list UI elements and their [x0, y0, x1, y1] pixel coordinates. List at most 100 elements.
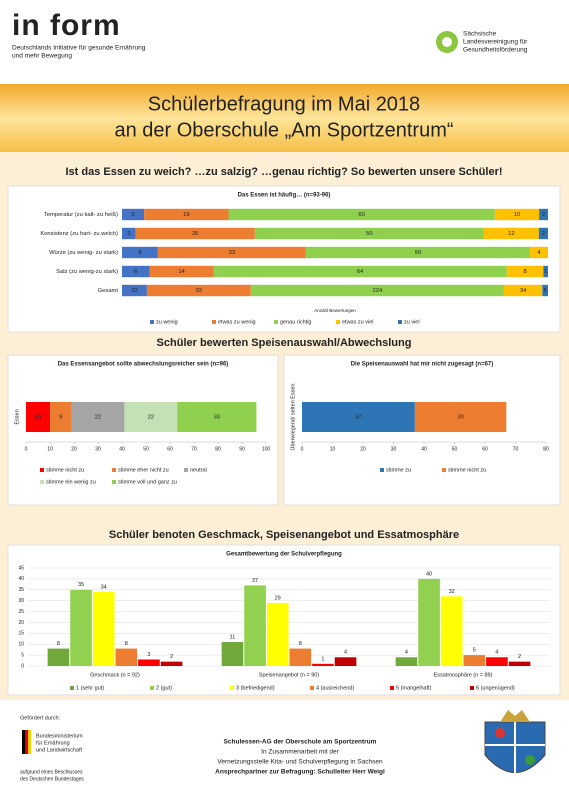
- bar-segment: [506, 265, 544, 278]
- value-label: 2: [542, 231, 545, 237]
- value-label: 12: [508, 231, 514, 237]
- value-label: 2: [170, 654, 173, 660]
- value-label: 224: [373, 288, 383, 294]
- value-label: 4: [537, 250, 541, 256]
- value-label: 4: [405, 650, 408, 656]
- legend-label: 3 (befriedigend): [236, 685, 275, 691]
- contact: Ansprechpartner zur Befragung: Schulleit…: [215, 769, 385, 776]
- value-label: 35: [78, 582, 84, 588]
- value-label: 64: [357, 269, 364, 275]
- crest: [495, 728, 505, 738]
- legend-label: stimme nicht zu: [46, 467, 84, 473]
- logo-subtitle: Deutschlands Initiative für gesunde Ernä…: [12, 45, 146, 52]
- category-label: Essen: [14, 409, 20, 424]
- sponsor-label: Gefördert durch:: [20, 715, 61, 721]
- legend-swatch: [150, 320, 154, 324]
- bar-segment: [483, 227, 539, 240]
- y-tick-label: 10: [18, 642, 24, 648]
- contact: In Zusammenarbeit mit der: [261, 749, 340, 756]
- value-label: 26: [192, 231, 198, 237]
- x-tick-label: 20: [71, 446, 77, 452]
- legend-swatch: [212, 320, 216, 324]
- value-label: 9: [59, 415, 62, 421]
- value-label: 5: [473, 648, 476, 654]
- legend-label: 5 (mangelhaft): [396, 685, 432, 691]
- value-label: 50: [366, 231, 372, 237]
- bar-segment: [494, 208, 540, 221]
- bar-segment: [122, 208, 145, 221]
- legend-swatch: [390, 686, 394, 690]
- bar-segment: [146, 284, 251, 297]
- bar-segment: [213, 265, 507, 278]
- bar-segment: [149, 265, 214, 278]
- x-tick-label: 0: [301, 446, 304, 452]
- x-tick-label: 10: [47, 446, 53, 452]
- legend-swatch: [310, 686, 314, 690]
- resolution: des Deutschen Bundestages: [20, 776, 84, 782]
- legend-label: etwas zu viel: [342, 319, 374, 325]
- bar-segment: [414, 402, 507, 432]
- ministry: für Ernährung: [36, 740, 70, 746]
- value-label: 8: [125, 641, 128, 647]
- x-tick-label: 30: [391, 446, 397, 452]
- bar: [440, 596, 463, 666]
- partner-name: Sächsische: [463, 31, 497, 38]
- category-label: Temperatur (zu kalt- zu heiß): [44, 212, 118, 218]
- category-label: Überwiegend/ selten Essen: [289, 384, 296, 451]
- legend-swatch: [336, 320, 340, 324]
- bar-segment: [157, 246, 306, 259]
- legend-label: genau richtig: [280, 319, 312, 325]
- legend-swatch: [230, 686, 234, 690]
- value-label: 8: [138, 250, 141, 256]
- bar-segment: [250, 284, 504, 297]
- value-label: 37: [355, 415, 361, 421]
- bar-segment: [302, 402, 415, 432]
- bar-segment: [539, 208, 548, 221]
- value-label: 60: [358, 212, 364, 218]
- section-heading: Ist das Essen zu weich? …zu salzig? …gen…: [65, 166, 502, 178]
- value-label: 40: [426, 571, 432, 577]
- bar-segment: [122, 227, 136, 240]
- y-tick-label: 30: [18, 598, 24, 604]
- partner-name: Landesvereinigung für: [463, 39, 528, 46]
- legend-swatch: [112, 468, 116, 472]
- contact: Schulessen-AG der Oberschule am Sportzen…: [224, 739, 377, 746]
- value-label: 30: [457, 415, 463, 421]
- partner-name: Gesundheitsförderung: [463, 47, 528, 54]
- category-label: Salz (zu wenig-zu stark): [56, 269, 118, 275]
- value-label: 29: [275, 595, 281, 601]
- legend-swatch: [40, 468, 44, 472]
- legend-swatch: [150, 686, 154, 690]
- x-tick-label: 50: [143, 446, 149, 452]
- value-label: 8: [523, 269, 526, 275]
- bar: [289, 648, 312, 666]
- bar: [221, 642, 244, 666]
- value-label: 3: [147, 652, 150, 658]
- value-label: 5: [131, 212, 134, 218]
- chart-title: Das Essen ist häufig… (n=93-96): [238, 193, 331, 199]
- legend-swatch: [380, 468, 384, 472]
- value-label: 50: [415, 250, 421, 256]
- y-tick-label: 35: [18, 587, 24, 593]
- x-tick-label: 40: [421, 446, 427, 452]
- ministry: und Landwirtschaft: [36, 747, 83, 753]
- x-tick-label: 20: [360, 446, 366, 452]
- partner-logo: [442, 37, 452, 47]
- y-tick-label: 45: [18, 565, 24, 571]
- bar: [70, 589, 92, 666]
- legend-label: etwas zu wenig: [218, 319, 256, 325]
- x-tick-label: 90: [239, 446, 245, 452]
- bar: [266, 602, 289, 666]
- bar: [115, 648, 138, 666]
- bar: [486, 657, 508, 666]
- x-axis-label: Anzahl Bewertungen: [314, 308, 356, 313]
- bar-segment: [144, 208, 229, 221]
- value-label: 22: [95, 415, 101, 421]
- bar-segment: [542, 284, 548, 297]
- value-label: 22: [131, 288, 137, 294]
- y-tick-label: 5: [21, 652, 24, 658]
- section-heading: Schüler bewerten Speisenauswahl/Abwechsl…: [157, 337, 412, 349]
- legend-swatch: [398, 320, 402, 324]
- value-label: 2: [542, 212, 545, 218]
- crest: [500, 710, 530, 722]
